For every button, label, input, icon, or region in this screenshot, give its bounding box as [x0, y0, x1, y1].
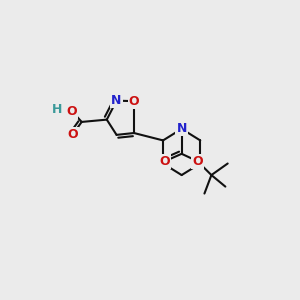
Text: O: O	[67, 105, 77, 118]
Text: O: O	[160, 155, 170, 168]
Text: O: O	[67, 128, 78, 141]
Text: H: H	[52, 103, 63, 116]
Text: N: N	[111, 94, 122, 107]
Text: N: N	[176, 122, 187, 135]
Text: O: O	[129, 94, 139, 108]
Text: O: O	[192, 155, 203, 168]
